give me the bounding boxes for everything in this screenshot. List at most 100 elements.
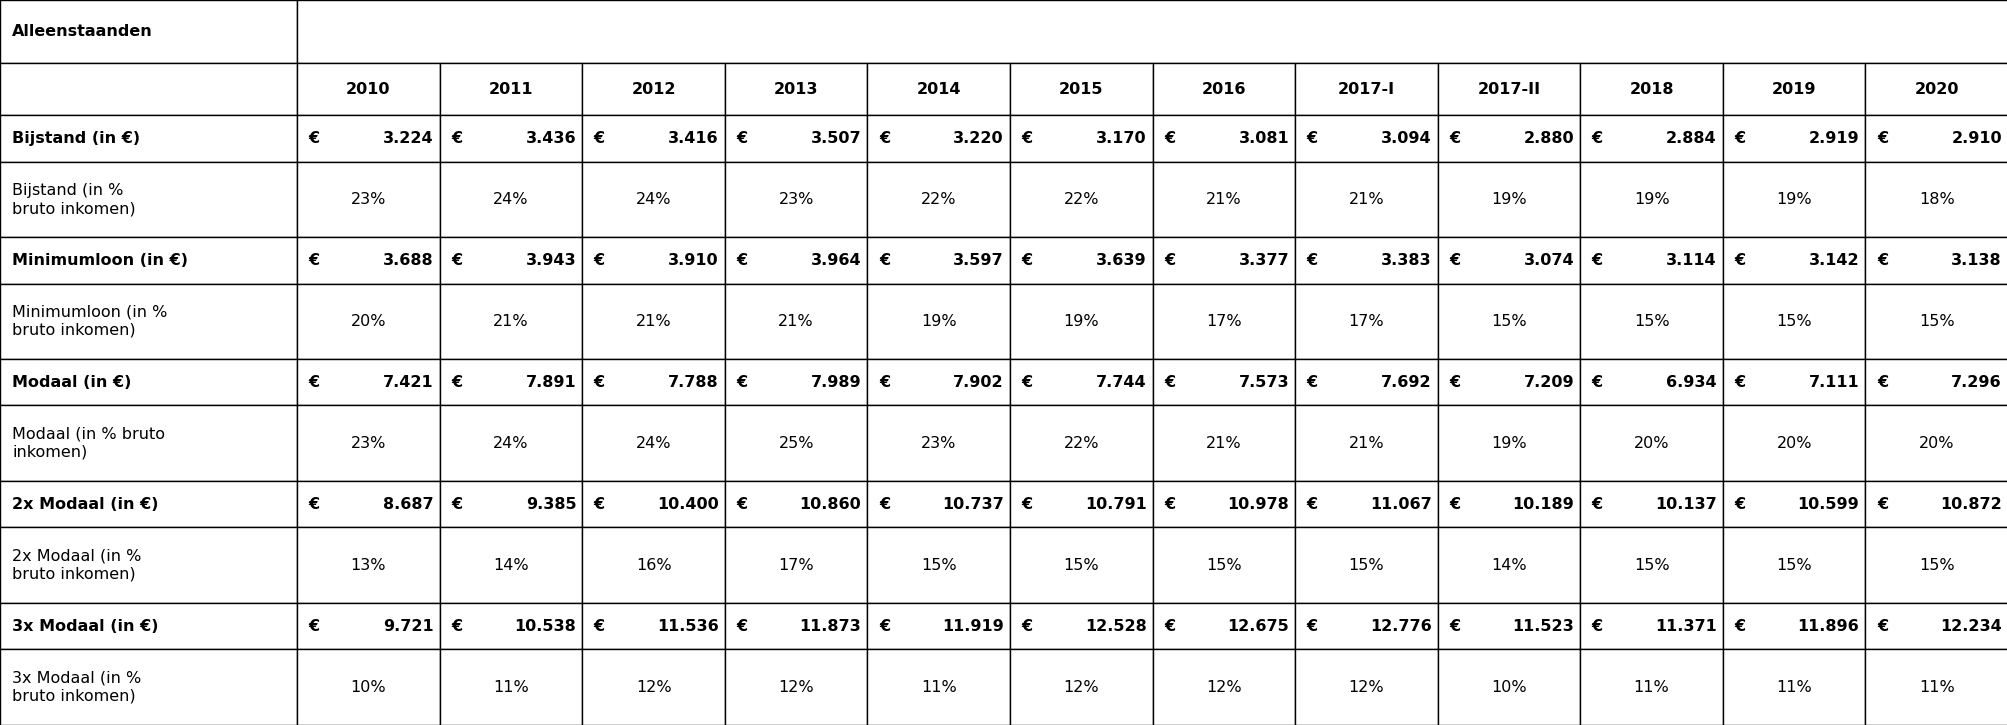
Text: €: € <box>1022 131 1032 146</box>
Text: 3.074: 3.074 <box>1523 253 1573 268</box>
Text: 17%: 17% <box>1349 314 1383 329</box>
Bar <box>582 162 725 237</box>
Bar <box>1580 603 1722 650</box>
Bar <box>1152 527 1295 603</box>
Bar <box>1580 527 1722 603</box>
Bar <box>725 405 867 481</box>
Bar <box>297 481 440 527</box>
Bar <box>0 115 297 162</box>
Bar <box>725 283 867 360</box>
Bar <box>725 237 867 283</box>
Bar <box>582 481 725 527</box>
Text: 21%: 21% <box>1206 192 1240 207</box>
Bar <box>1722 115 1865 162</box>
Bar <box>1152 237 1295 283</box>
Text: 11.371: 11.371 <box>1654 618 1716 634</box>
Text: €: € <box>594 618 604 634</box>
Text: Bijstand (in €): Bijstand (in €) <box>12 131 140 146</box>
Text: €: € <box>452 131 462 146</box>
Text: 8.687: 8.687 <box>383 497 434 512</box>
Bar <box>0 481 297 527</box>
Text: 3.507: 3.507 <box>811 131 861 146</box>
Bar <box>1722 283 1865 360</box>
Text: €: € <box>1734 618 1744 634</box>
Text: 20%: 20% <box>1776 436 1810 451</box>
Bar <box>1437 283 1580 360</box>
Text: €: € <box>737 253 747 268</box>
Text: 11%: 11% <box>494 679 528 695</box>
Bar <box>1295 650 1437 725</box>
Text: 21%: 21% <box>636 314 670 329</box>
Text: €: € <box>1307 375 1317 390</box>
Bar <box>1580 115 1722 162</box>
Text: 23%: 23% <box>921 436 955 451</box>
Bar <box>1437 63 1580 115</box>
Text: 11%: 11% <box>1634 679 1668 695</box>
Text: 15%: 15% <box>1919 314 1953 329</box>
Bar <box>1437 405 1580 481</box>
Text: 12%: 12% <box>1064 679 1098 695</box>
Bar <box>440 162 582 237</box>
Bar <box>440 360 582 405</box>
Bar <box>1580 162 1722 237</box>
Bar <box>1152 162 1295 237</box>
Text: 7.111: 7.111 <box>1808 375 1858 390</box>
Text: €: € <box>309 497 319 512</box>
Text: 19%: 19% <box>1776 192 1810 207</box>
Bar <box>867 360 1010 405</box>
Text: 12.234: 12.234 <box>1939 618 2001 634</box>
Bar <box>440 650 582 725</box>
Text: €: € <box>1022 618 1032 634</box>
Bar <box>582 650 725 725</box>
Text: 3.597: 3.597 <box>953 253 1004 268</box>
Text: 11%: 11% <box>1919 679 1953 695</box>
Text: €: € <box>309 253 319 268</box>
Text: 17%: 17% <box>779 558 813 573</box>
Text: 10.737: 10.737 <box>941 497 1004 512</box>
Text: €: € <box>879 375 889 390</box>
Bar <box>1580 283 1722 360</box>
Text: 15%: 15% <box>921 558 955 573</box>
Text: €: € <box>594 131 604 146</box>
Text: €: € <box>452 618 462 634</box>
Text: 19%: 19% <box>1491 192 1525 207</box>
Text: 25%: 25% <box>779 436 813 451</box>
Text: 11.896: 11.896 <box>1796 618 1858 634</box>
Text: €: € <box>1164 497 1174 512</box>
Bar <box>0 237 297 283</box>
Bar <box>1865 237 2007 283</box>
Bar <box>1010 405 1152 481</box>
Bar <box>867 650 1010 725</box>
Bar <box>440 115 582 162</box>
Bar <box>1865 360 2007 405</box>
Bar <box>1295 115 1437 162</box>
Text: 15%: 15% <box>1064 558 1098 573</box>
Bar <box>725 360 867 405</box>
Bar <box>1865 63 2007 115</box>
Text: 12.776: 12.776 <box>1369 618 1431 634</box>
Text: 3x Modaal (in €): 3x Modaal (in €) <box>12 618 159 634</box>
Text: €: € <box>1877 497 1887 512</box>
Bar <box>297 283 440 360</box>
Bar <box>1437 115 1580 162</box>
Bar <box>0 603 297 650</box>
Text: €: € <box>737 375 747 390</box>
Text: 20%: 20% <box>1634 436 1668 451</box>
Text: €: € <box>1164 618 1174 634</box>
Bar <box>0 162 297 237</box>
Text: €: € <box>309 618 319 634</box>
Text: 3.138: 3.138 <box>1951 253 2001 268</box>
Bar <box>440 481 582 527</box>
Text: 14%: 14% <box>494 558 528 573</box>
Text: 19%: 19% <box>1634 192 1668 207</box>
Text: Minimumloon (in %
bruto inkomen): Minimumloon (in % bruto inkomen) <box>12 305 167 338</box>
Bar <box>297 115 440 162</box>
Bar <box>1722 650 1865 725</box>
Text: 10.599: 10.599 <box>1796 497 1858 512</box>
Text: 11.536: 11.536 <box>656 618 719 634</box>
Text: 3.639: 3.639 <box>1096 253 1146 268</box>
Text: 17%: 17% <box>1206 314 1240 329</box>
Text: €: € <box>1449 375 1459 390</box>
Text: 2.910: 2.910 <box>1951 131 2001 146</box>
Text: 11%: 11% <box>921 679 955 695</box>
